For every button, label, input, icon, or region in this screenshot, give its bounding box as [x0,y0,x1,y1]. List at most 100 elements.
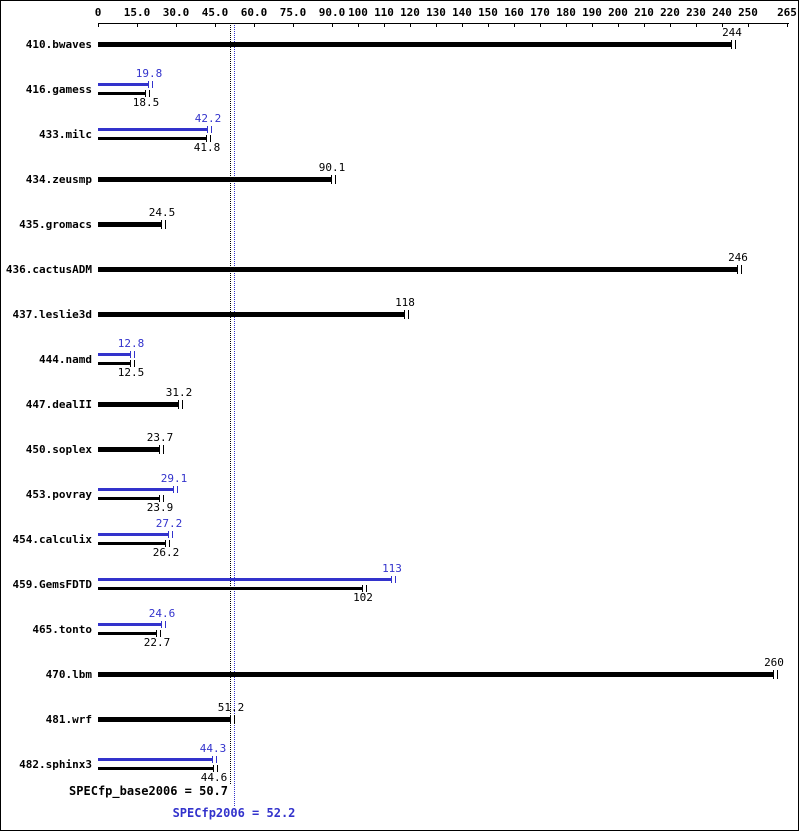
bar-end-tick [145,90,146,97]
base-bar [98,497,160,500]
benchmark-label: 437.leslie3d [12,308,92,321]
bar-end-tick [210,135,211,142]
x-axis-tick-label: 265 [777,6,797,19]
base-value-label: 244 [722,26,742,39]
benchmark-label: 436.cactusADM [5,263,92,276]
x-axis-tick-label: 150 [478,6,498,19]
x-axis-tick [618,23,619,27]
bar-end-tick [391,576,392,583]
benchmark-label: 481.wrf [45,713,92,726]
benchmark-label: 470.lbm [45,668,92,681]
peak-value-label: 113 [382,562,402,575]
peak-bar [98,578,392,581]
peak-mean-line [234,23,235,806]
bar-end-tick [169,540,170,547]
x-axis-tick [410,23,411,27]
x-axis-tick-label: 190 [582,6,602,19]
x-axis-tick-label: 120 [400,6,420,19]
base-value-label: 23.7 [146,431,174,444]
bar-end-tick [172,531,173,538]
bar-end-tick [149,90,150,97]
bar-end-tick [230,715,231,724]
bar-end-tick [163,495,164,502]
benchmark-label: 454.calculix [12,533,92,546]
bar-end-tick [366,585,367,592]
base-bar [98,267,738,272]
x-axis-tick [540,23,541,27]
bar-end-tick [152,81,153,88]
x-axis-tick [722,23,723,27]
x-axis-tick [254,23,255,27]
x-axis-tick-label: 0 [94,6,102,19]
bar-end-tick [134,360,135,367]
bar-end-tick [159,445,160,454]
x-axis-tick [98,23,99,27]
x-axis-tick-label: 160 [504,6,524,19]
base-bar [98,542,166,545]
bar-end-tick [173,486,174,493]
bar-end-tick [161,621,162,628]
bar-end-tick [165,621,166,628]
bar-end-tick [335,175,336,184]
x-axis-tick [436,23,437,27]
bar-end-tick [159,495,160,502]
base-bar [98,767,214,770]
bar-end-tick [777,670,778,679]
peak-bar [98,488,174,491]
bar-end-tick [395,576,396,583]
base-value-label: 246 [728,251,748,264]
peak-value-label: 42.2 [194,112,222,125]
base-value-label: 44.6 [200,771,228,784]
base-value-label: 51.2 [217,701,245,714]
bar-end-tick [206,135,207,142]
x-axis-tick-label: 210 [634,6,654,19]
peak-value-label: 29.1 [160,472,188,485]
peak-bar [98,758,213,761]
x-axis-tick-label: 30.0 [162,6,190,19]
bar-end-tick [408,310,409,319]
peak-summary-text: SPECfp2006 = 52.2 [172,806,296,820]
bar-end-tick [163,445,164,454]
x-axis-tick-label: 75.0 [279,6,307,19]
peak-bar [98,353,131,356]
base-value-label: 23.9 [146,501,174,514]
x-axis-tick-label: 230 [686,6,706,19]
x-axis-tick-label: 140 [452,6,472,19]
base-value-label: 24.5 [148,206,176,219]
bar-end-tick [731,40,732,49]
bar-end-tick [741,265,742,274]
bar-end-tick [148,81,149,88]
peak-bar [98,623,162,626]
bar-end-tick [362,585,363,592]
bar-end-tick [160,630,161,637]
base-bar [98,177,332,182]
x-axis-tick [514,23,515,27]
base-bar [98,587,363,590]
base-bar [98,137,207,140]
bar-end-tick [177,486,178,493]
bar-end-tick [161,220,162,229]
benchmark-label: 434.zeusmp [25,173,92,186]
peak-bar [98,533,169,536]
base-bar [98,632,157,635]
bar-end-tick [737,265,738,274]
x-axis-tick [176,23,177,27]
peak-value-label: 27.2 [155,517,183,530]
x-axis-tick [137,23,138,27]
bar-end-tick [130,360,131,367]
bar-end-tick [168,531,169,538]
peak-bar [98,83,149,86]
bar-end-tick [207,126,208,133]
x-axis-tick [215,23,216,27]
x-axis-tick-label: 200 [608,6,628,19]
x-axis-tick-label: 90.0 [318,6,346,19]
base-value-label: 41.8 [193,141,221,154]
x-axis [98,23,789,24]
bar-end-tick [156,630,157,637]
benchmark-label: 410.bwaves [25,38,92,51]
x-axis-tick [462,23,463,27]
x-axis-tick-label: 60.0 [240,6,268,19]
base-value-label: 26.2 [152,546,180,559]
bar-end-tick [773,670,774,679]
